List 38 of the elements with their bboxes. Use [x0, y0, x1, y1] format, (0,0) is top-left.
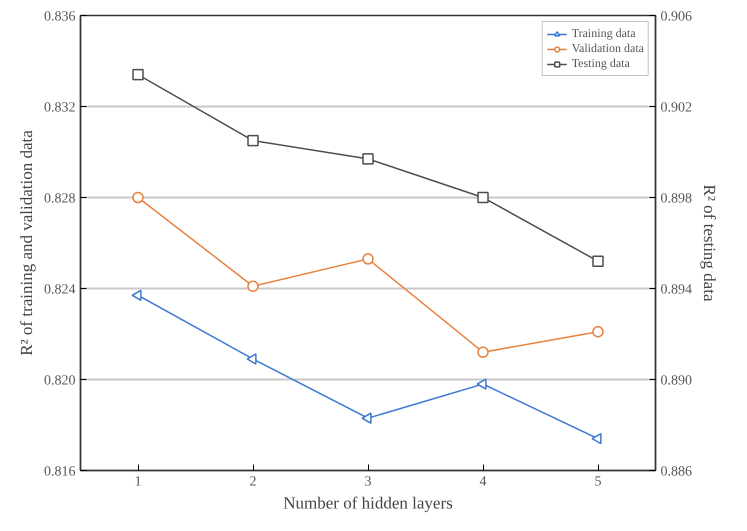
point [592, 255, 604, 267]
y2-tick-label: 0.906 [660, 10, 692, 24]
point [246, 353, 257, 365]
x-tick-label: 1 [134, 474, 142, 490]
y2-tick-label: 0.886 [660, 464, 692, 480]
point [132, 68, 144, 80]
point [477, 192, 489, 204]
y-tick-label: 0.828 [44, 192, 76, 206]
x-tick-label: 2 [250, 474, 256, 490]
y-tick-label: 0.820 [44, 374, 76, 388]
y-axis-title: R² of training and validation data [17, 130, 36, 356]
point [362, 253, 374, 265]
point [591, 432, 602, 444]
y-tick-label: 0.832 [44, 100, 76, 116]
point [132, 192, 144, 204]
point [476, 378, 487, 390]
legend-label: Validation data [572, 41, 644, 56]
y2-tick-label: 0.902 [660, 100, 692, 116]
y2-tick-label: 0.898 [660, 192, 692, 206]
y-tick-label: 0.836 [44, 10, 76, 24]
point [247, 280, 259, 292]
legend-label: Testing data [572, 56, 630, 71]
x-tick-label: 3 [364, 474, 372, 490]
point [477, 346, 489, 358]
point [247, 134, 259, 146]
x-tick-label: 4 [480, 474, 486, 490]
y2-axis-title: R² of testing data [700, 184, 719, 302]
x-axis-title: Number of hidden layers [283, 494, 453, 512]
y2-tick-label: 0.894 [660, 282, 692, 298]
point [131, 290, 142, 302]
legend-label: Training data [572, 26, 636, 41]
point [592, 326, 604, 338]
point [361, 412, 372, 424]
x-tick-label: 5 [594, 474, 602, 490]
y-tick-label: 0.824 [44, 282, 76, 298]
point [362, 153, 374, 165]
y-tick-label: 0.816 [44, 464, 76, 480]
y2-tick-label: 0.890 [660, 374, 692, 388]
